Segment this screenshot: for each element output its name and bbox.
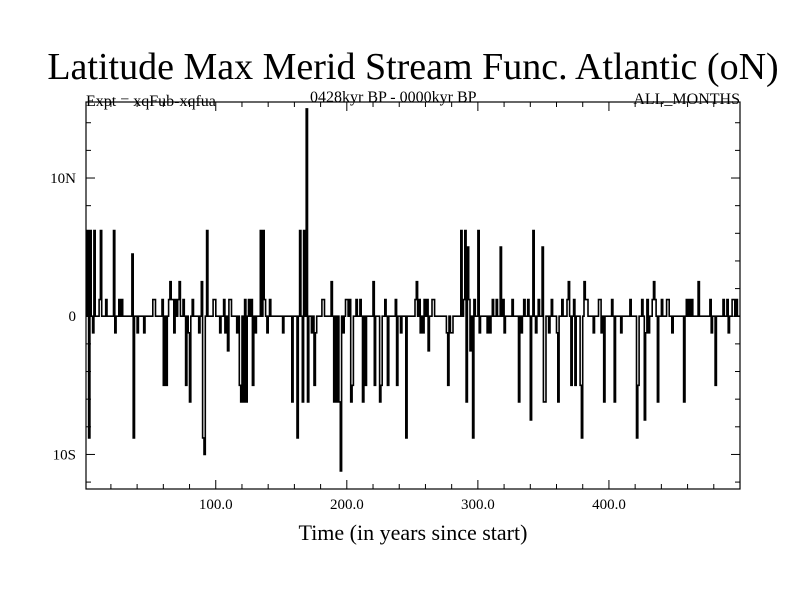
x-tick-label: 400.0: [592, 497, 626, 513]
x-tick-label: 200.0: [330, 497, 364, 513]
tick-labels: 100.0 200.0 300.0 400.0 10S 0 10N: [50, 171, 626, 513]
y-tick-label: 10S: [53, 447, 76, 463]
x-axis-label: Time (in years since start): [298, 520, 528, 545]
series-line: [86, 108, 740, 472]
x-tick-label: 100.0: [199, 497, 233, 513]
chart-title: Latitude Max Merid Stream Func. Atlantic…: [47, 46, 779, 88]
plot-frame: [85, 101, 741, 490]
y-tick-label: 0: [69, 309, 77, 325]
axis-ticks: [86, 102, 740, 489]
x-tick-label: 300.0: [461, 497, 495, 513]
y-tick-label: 10N: [50, 171, 76, 187]
